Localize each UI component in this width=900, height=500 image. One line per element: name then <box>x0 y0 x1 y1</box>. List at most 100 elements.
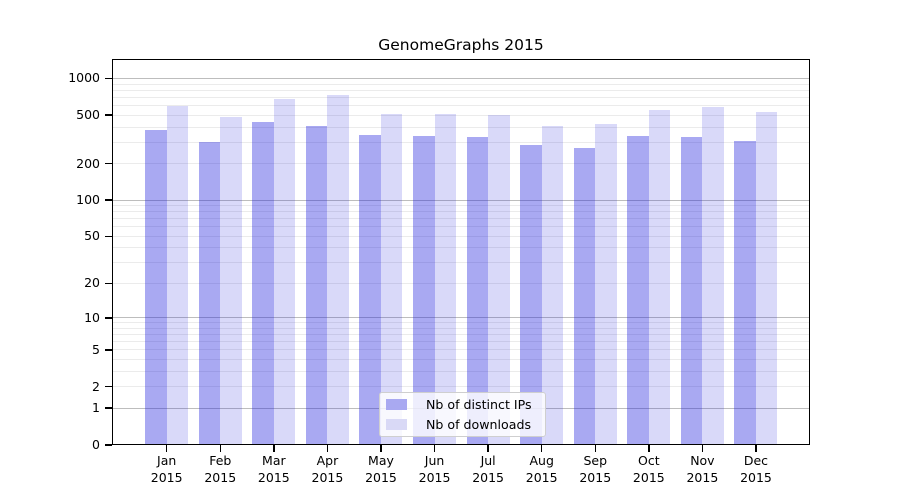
legend-label-downloads: Nb of downloads <box>426 417 532 432</box>
minor-gridline <box>112 386 810 388</box>
bar-distinct-ips-sep <box>573 147 596 445</box>
bar-downloads-feb <box>220 117 242 445</box>
y-axis-tick <box>105 444 112 446</box>
minor-gridline <box>112 334 810 336</box>
x-axis-tick <box>487 445 489 452</box>
x-tick-label: Apr 2015 <box>311 453 344 485</box>
y-tick-label: 10 <box>84 309 100 325</box>
y-tick-label: 500 <box>76 107 100 123</box>
y-axis-tick <box>105 199 112 201</box>
major-gridline <box>112 77 810 79</box>
bar-distinct-ips-mar <box>252 121 274 445</box>
bar-distinct-ips-jan <box>145 130 167 445</box>
bar-distinct-ips-feb <box>198 142 221 445</box>
minor-gridline <box>112 322 810 324</box>
x-axis-tick <box>755 445 757 452</box>
bar-downloads-jan <box>166 105 189 445</box>
bar-distinct-ips-oct <box>627 135 649 445</box>
bar-distinct-ips-aug <box>520 144 542 445</box>
minor-gridline <box>112 211 810 213</box>
y-tick-label: 100 <box>76 192 100 208</box>
minor-gridline <box>112 370 810 372</box>
minor-gridline <box>112 247 810 249</box>
legend-item-downloads: Nb of downloads <box>380 416 545 433</box>
bar-distinct-ips-may <box>359 134 381 445</box>
y-tick-label: 5 <box>92 341 100 357</box>
y-tick-label: 1 <box>92 400 100 416</box>
x-tick-label: May 2015 <box>365 453 397 485</box>
y-axis-tick <box>105 407 112 409</box>
y-tick-label: 1000 <box>68 70 100 86</box>
x-tick-label: Jan 2015 <box>150 453 183 485</box>
minor-gridline <box>112 235 810 237</box>
x-tick-label: Mar 2015 <box>257 453 290 485</box>
legend-label-distinct-ips: Nb of distinct IPs <box>426 397 532 412</box>
bar-downloads-nov <box>702 106 724 445</box>
y-tick-label: 200 <box>76 155 100 171</box>
bar-downloads-dec <box>755 111 778 445</box>
minor-gridline <box>112 141 810 143</box>
bar-distinct-ips-apr <box>305 125 328 445</box>
x-tick-label: Nov 2015 <box>686 453 719 485</box>
x-tick-label: Jul 2015 <box>472 453 505 485</box>
minor-gridline <box>112 262 810 264</box>
x-axis-tick <box>701 445 704 452</box>
y-axis-tick <box>105 385 112 388</box>
bar-downloads-jul <box>488 115 510 445</box>
legend-item-distinct-ips: Nb of distinct IPs <box>380 396 545 413</box>
bar-downloads-jun <box>434 114 457 445</box>
x-tick-label: Jun 2015 <box>418 453 451 485</box>
x-tick-label: Oct 2015 <box>632 453 665 485</box>
y-axis-tick <box>105 349 112 351</box>
x-tick-label: Dec 2015 <box>740 453 772 485</box>
bar-downloads-sep <box>595 123 617 445</box>
x-tick-label: Feb 2015 <box>204 453 237 485</box>
major-gridline <box>112 199 810 201</box>
minor-gridline <box>112 89 810 91</box>
legend-swatch-downloads <box>386 419 407 430</box>
bar-distinct-ips-jun <box>413 135 435 445</box>
y-axis-tick <box>105 77 112 80</box>
y-tick-label: 50 <box>84 228 100 244</box>
bar-distinct-ips-dec <box>734 140 756 445</box>
y-axis-tick <box>105 114 112 116</box>
minor-gridline <box>112 126 810 128</box>
y-axis-tick <box>105 317 112 319</box>
minor-gridline <box>112 205 810 207</box>
minor-gridline <box>112 218 810 220</box>
bar-distinct-ips-nov <box>680 137 703 445</box>
x-tick-label: Sep 2015 <box>579 453 612 485</box>
x-axis-tick <box>165 445 168 452</box>
x-axis-tick <box>380 445 382 452</box>
y-axis-tick <box>105 282 112 285</box>
x-tick-label: Aug 2015 <box>525 453 558 485</box>
bar-downloads-mar <box>273 99 296 445</box>
x-axis-tick <box>273 445 275 452</box>
legend: Nb of distinct IPs Nb of downloads <box>379 392 546 437</box>
y-tick-label: 20 <box>84 275 100 291</box>
bar-downloads-apr <box>327 95 349 445</box>
x-axis-tick <box>433 445 436 452</box>
x-axis-tick <box>326 445 329 452</box>
y-tick-label: 0 <box>92 437 100 452</box>
bar-distinct-ips-jul <box>466 137 489 445</box>
bar-downloads-may <box>380 114 403 445</box>
x-axis-tick <box>540 445 543 452</box>
minor-gridline <box>112 226 810 228</box>
minor-gridline <box>112 163 810 165</box>
y-axis-tick <box>105 162 112 165</box>
x-axis-tick <box>648 445 650 452</box>
plot-area <box>112 59 810 445</box>
minor-gridline <box>112 341 810 343</box>
minor-gridline <box>112 114 810 116</box>
minor-gridline <box>112 282 810 284</box>
minor-gridline <box>112 327 810 329</box>
minor-gridline <box>112 349 810 351</box>
y-tick-label: 2 <box>92 378 100 394</box>
x-axis-tick <box>219 445 222 452</box>
legend-swatch-distinct-ips <box>386 399 407 410</box>
minor-gridline <box>112 105 810 107</box>
y-axis-tick <box>105 235 112 238</box>
minor-gridline <box>112 359 810 361</box>
